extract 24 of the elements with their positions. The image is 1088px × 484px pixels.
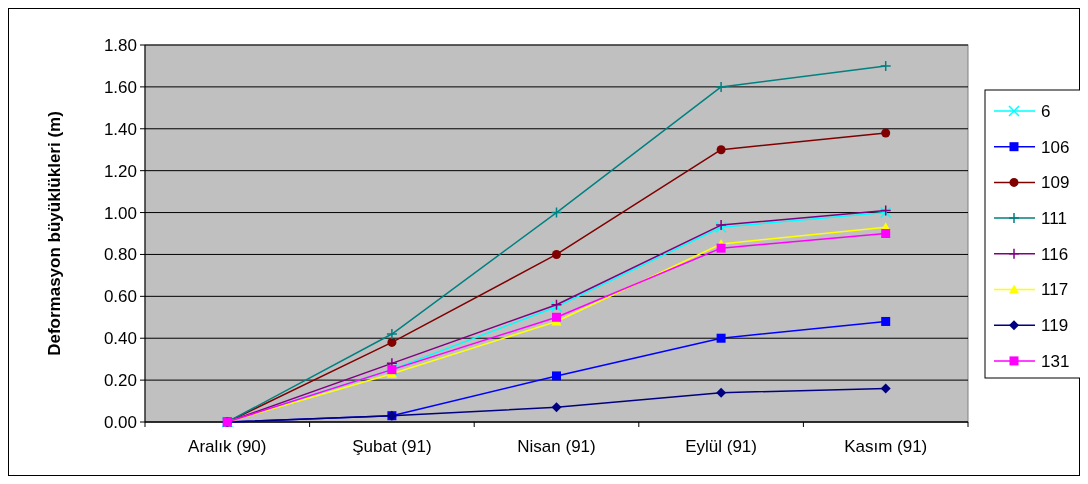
legend-label: 116: [1041, 244, 1069, 264]
y-tick-label: 0.60: [103, 287, 137, 307]
legend-label: 109: [1041, 173, 1070, 193]
y-tick-label: 1.80: [103, 35, 137, 55]
x-tick-label: Nisan (91): [517, 437, 596, 456]
legend-label: 106: [1041, 137, 1070, 157]
y-tick-label: 0.00: [103, 412, 137, 432]
x-tick-label: Aralık (90): [188, 437, 267, 456]
x-tick-label: Eylül (91): [685, 437, 758, 456]
y-axis-title: Deformasyon büyüklükleri (m): [45, 111, 64, 356]
x-tick-label: Kasım (91): [844, 437, 928, 456]
y-tick-label: 1.60: [103, 77, 137, 97]
y-tick-label: 1.40: [103, 119, 137, 139]
legend-label: 6: [1041, 101, 1051, 121]
legend-label: 131: [1041, 351, 1070, 371]
y-tick-label: 0.80: [103, 245, 137, 265]
legend-label: 117: [1041, 280, 1069, 300]
y-tick-label: 1.20: [103, 161, 137, 181]
y-tick-label: 0.20: [103, 371, 137, 391]
y-tick-label: 1.00: [103, 203, 137, 223]
x-tick-label: Şubat (91): [352, 437, 432, 456]
legend-label: 119: [1041, 316, 1069, 336]
y-tick-label: 0.40: [103, 329, 137, 349]
legend-label: 111: [1041, 209, 1067, 229]
